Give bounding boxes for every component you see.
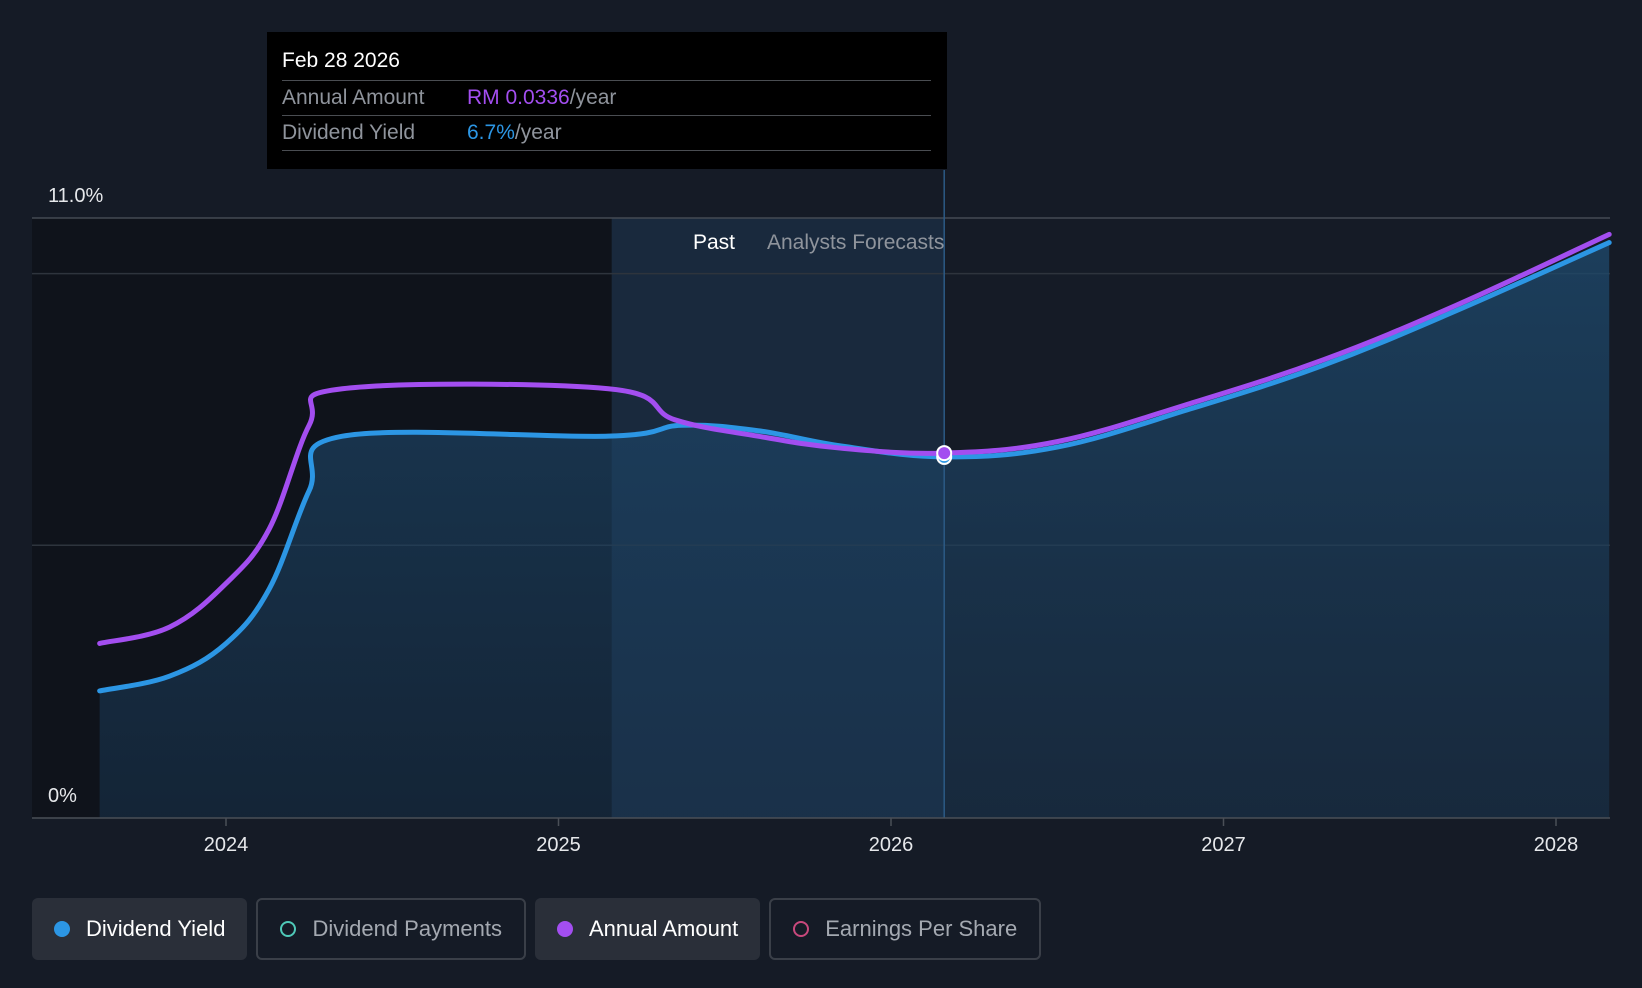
tooltip-label: Dividend Yield [282, 121, 416, 144]
legend-dividend-payments[interactable]: Dividend Payments [256, 898, 526, 960]
chart-legend: Dividend Yield Dividend Payments Annual … [32, 898, 1042, 960]
dividend-yield-line [97, 240, 1612, 694]
dividend-yield-dot-icon [54, 921, 70, 937]
earnings-per-share-ring-icon [793, 921, 810, 937]
forecast-label: Analysts Forecasts [767, 231, 944, 254]
legend-label: Dividend Payments [312, 916, 502, 941]
x-tick-label: 2027 [1201, 834, 1246, 856]
hover-tooltip: Feb 28 2026 Annual Amount RM 0.0336 /yea… [267, 32, 947, 169]
tooltip-unit: /year [514, 121, 562, 144]
legend-label: Annual Amount [588, 916, 739, 941]
legend-annual-amount[interactable]: Annual Amount [534, 898, 761, 960]
tooltip-value: 6.7% [467, 121, 515, 144]
legend-earnings-per-share[interactable]: Earnings Per Share [769, 898, 1042, 960]
y-tick-max: 11.0% [48, 185, 103, 207]
dividend-chart: 2024 2025 2026 2027 2028 11.0% 0% Past Analy… [32, 170, 1612, 856]
annual-amount-marker [936, 445, 953, 462]
annual-amount-line [97, 231, 1612, 646]
tooltip-value: RM 0.0336 [467, 86, 570, 109]
legend-dividend-yield[interactable]: Dividend Yield [32, 898, 248, 960]
tooltip-unit: /year [569, 86, 617, 109]
x-tick-label: 2026 [869, 834, 914, 856]
legend-label: Earnings Per Share [825, 916, 1018, 941]
annual-amount-dot-icon [556, 921, 573, 937]
dividend-yield-area [99, 242, 1610, 818]
y-tick-min: 0% [48, 785, 77, 807]
past-label: Past [693, 231, 735, 254]
tooltip-label: Annual Amount [282, 86, 425, 109]
tooltip-row-annual-amount: Annual Amount RM 0.0336 /year [282, 80, 931, 115]
x-tick-label: 2025 [536, 834, 581, 856]
dividend-payments-ring-icon [280, 921, 297, 937]
x-tick-label: 2024 [204, 834, 249, 856]
legend-label: Dividend Yield [86, 916, 226, 941]
tooltip-row-dividend-yield: Dividend Yield 6.7% /year [282, 115, 931, 151]
x-tick-label: 2028 [1534, 834, 1579, 856]
tooltip-date: Feb 28 2026 [282, 49, 400, 72]
